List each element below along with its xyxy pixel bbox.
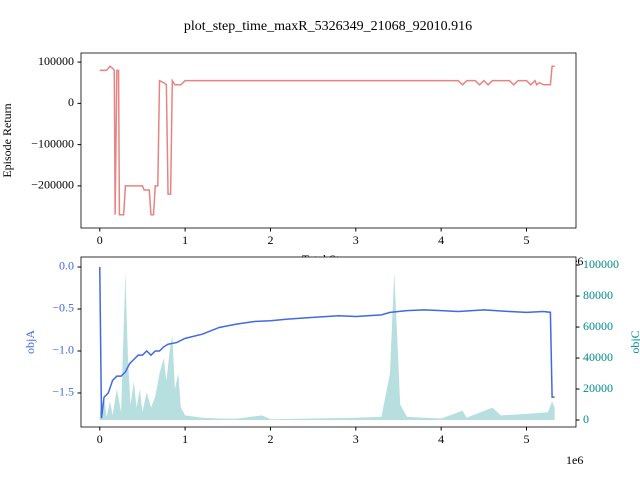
y-tick-label: 0 bbox=[68, 95, 74, 109]
axes-background bbox=[81, 53, 576, 228]
figure-title: plot_step_time_maxR_5326349_21068_92010.… bbox=[184, 19, 472, 34]
x-tick-label: 5 bbox=[524, 432, 530, 446]
x-offset-label: 1e6 bbox=[566, 453, 583, 467]
line bbox=[99, 266, 555, 419]
x-tick-label: 3 bbox=[353, 233, 359, 247]
y-axis-label: objA bbox=[23, 330, 37, 354]
y2-tick-label: 60000 bbox=[583, 319, 613, 333]
y-tick-label: 0.0 bbox=[59, 259, 74, 273]
y-tick-label: −200000 bbox=[31, 178, 74, 192]
y2-tick-label: 80000 bbox=[583, 288, 613, 302]
y-tick-label: −1.5 bbox=[52, 385, 74, 399]
y2-axis-label: objC bbox=[628, 330, 640, 353]
y-tick-label: −0.5 bbox=[52, 301, 74, 315]
x-tick-label: 0 bbox=[97, 233, 103, 247]
y2-tick-label: 40000 bbox=[583, 350, 613, 364]
y-tick-label: −100000 bbox=[31, 136, 74, 150]
y-tick-label: 100000 bbox=[38, 54, 74, 68]
line bbox=[99, 65, 555, 216]
x-tick-label: 4 bbox=[438, 233, 444, 247]
y-tick-label: −1.0 bbox=[52, 343, 74, 357]
x-tick-label: 2 bbox=[267, 432, 273, 446]
y2-tick-label: 20000 bbox=[583, 381, 613, 395]
x-tick-label: 1 bbox=[182, 233, 188, 247]
x-tick-label: 4 bbox=[438, 432, 444, 446]
area bbox=[99, 272, 555, 421]
x-tick-label: 3 bbox=[353, 432, 359, 446]
y2-tick-label: 100000 bbox=[583, 257, 619, 271]
x-tick-label: 0 bbox=[97, 432, 103, 446]
x-tick-label: 2 bbox=[267, 233, 273, 247]
y2-tick-label: 0 bbox=[583, 412, 589, 426]
x-tick-label: 1 bbox=[182, 432, 188, 446]
x-tick-label: 5 bbox=[524, 233, 530, 247]
axes-frame bbox=[80, 256, 577, 428]
y-axis-label: Episode Return bbox=[0, 103, 14, 177]
axes-frame bbox=[80, 52, 577, 229]
